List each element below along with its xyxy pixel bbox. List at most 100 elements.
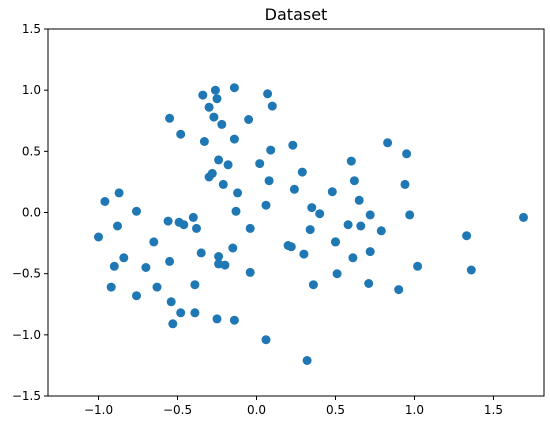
scatter-point	[331, 237, 340, 247]
data-points	[94, 83, 528, 365]
scatter-point	[349, 176, 359, 186]
scatter-point	[214, 252, 224, 261]
scatter-point	[166, 297, 176, 307]
y-tick-label: 1.5	[22, 22, 41, 36]
scatter-point	[519, 212, 528, 222]
scatter-point	[466, 265, 476, 275]
scatter-point	[297, 167, 307, 177]
scatter-point	[106, 282, 116, 292]
scatter-point	[132, 291, 141, 301]
scatter-point	[308, 280, 318, 290]
scatter-point	[233, 188, 243, 198]
scatter-point	[348, 253, 358, 263]
scatter-point	[217, 119, 227, 129]
chart-title: Dataset	[265, 5, 328, 24]
x-tick-label: 1.5	[484, 403, 503, 417]
scatter-point	[413, 261, 423, 271]
scatter-point	[199, 137, 209, 146]
scatter-point	[255, 159, 265, 169]
scatter-point	[190, 308, 200, 318]
scatter-point	[168, 319, 178, 329]
scatter-point	[332, 269, 342, 279]
scatter-point	[165, 113, 175, 123]
y-tick-label: 0.0	[22, 206, 41, 220]
scatter-point	[176, 308, 186, 318]
scatter-point	[214, 155, 224, 165]
scatter-point	[229, 134, 239, 144]
scatter-point	[152, 282, 162, 292]
scatter-point	[400, 179, 410, 189]
scatter-point	[346, 156, 356, 166]
scatter-point	[212, 94, 222, 104]
scatter-point	[179, 220, 189, 230]
x-tick-label: −0.5	[163, 403, 192, 417]
scatter-point	[188, 212, 198, 222]
scatter-point	[299, 249, 309, 259]
plot-area-frame	[47, 28, 545, 397]
scatter-point	[354, 195, 364, 205]
scatter-point	[204, 102, 214, 112]
scatter-point	[165, 256, 175, 266]
scatter-point	[261, 335, 271, 345]
y-tick-label: −1.5	[12, 389, 41, 403]
scatter-point	[315, 209, 325, 219]
scatter-point	[218, 179, 228, 189]
scatter-point	[327, 187, 337, 197]
scatter-point	[163, 216, 173, 226]
scatter-point	[245, 267, 255, 277]
scatter-point	[365, 247, 375, 257]
scatter-point	[264, 176, 274, 186]
scatter-point	[356, 221, 366, 231]
scatter-point	[307, 203, 317, 213]
scatter-point	[149, 237, 159, 247]
scatter-point	[383, 138, 393, 148]
scatter-point	[119, 253, 129, 263]
scatter-point	[109, 261, 119, 271]
scatter-point	[231, 206, 241, 216]
scatter-point	[245, 223, 255, 233]
scatter-point	[190, 280, 200, 290]
scatter-point	[100, 197, 110, 206]
scatter-point	[405, 210, 415, 220]
x-tick-label: −1.0	[84, 403, 113, 417]
scatter-point	[343, 220, 353, 230]
scatter-point	[267, 101, 277, 111]
scatter-point	[204, 172, 214, 182]
scatter-point	[220, 260, 230, 270]
scatter-point	[261, 200, 271, 210]
scatter-point	[229, 315, 239, 325]
scatter-point	[288, 140, 298, 150]
scatter-point	[212, 314, 222, 324]
y-tick-label: −1.0	[12, 328, 41, 342]
scatter-point	[364, 279, 374, 288]
scatter-point	[402, 149, 412, 159]
scatter-point	[209, 112, 219, 122]
scatter-point	[113, 221, 122, 231]
scatter-point	[283, 241, 293, 250]
scatter-point	[229, 83, 239, 93]
scatter-point	[141, 263, 151, 272]
scatter-point	[210, 85, 220, 95]
scatter-point	[114, 188, 124, 198]
scatter-point	[198, 90, 208, 100]
scatter-point	[394, 285, 404, 295]
scatter-point	[302, 356, 312, 365]
scatter-point	[244, 115, 254, 124]
x-tick-label: 0.0	[247, 403, 266, 417]
y-axis: 1.5 1.0 0.5 0.0 −0.5 −1.0 −1.5	[12, 22, 48, 403]
y-tick-label: 1.0	[22, 83, 41, 97]
y-tick-label: 0.5	[22, 144, 41, 158]
scatter-point	[263, 89, 273, 99]
scatter-point	[376, 226, 386, 236]
x-axis: −1.0 −0.5 0.0 0.5 1.0 1.5	[84, 396, 503, 417]
scatter-point	[176, 129, 186, 139]
scatter-point	[305, 225, 315, 235]
scatter-point	[289, 184, 299, 194]
x-tick-label: 0.5	[326, 403, 345, 417]
scatter-point	[132, 206, 141, 216]
scatter-point	[365, 210, 375, 220]
scatter-point	[196, 248, 206, 258]
scatter-point	[462, 231, 472, 241]
